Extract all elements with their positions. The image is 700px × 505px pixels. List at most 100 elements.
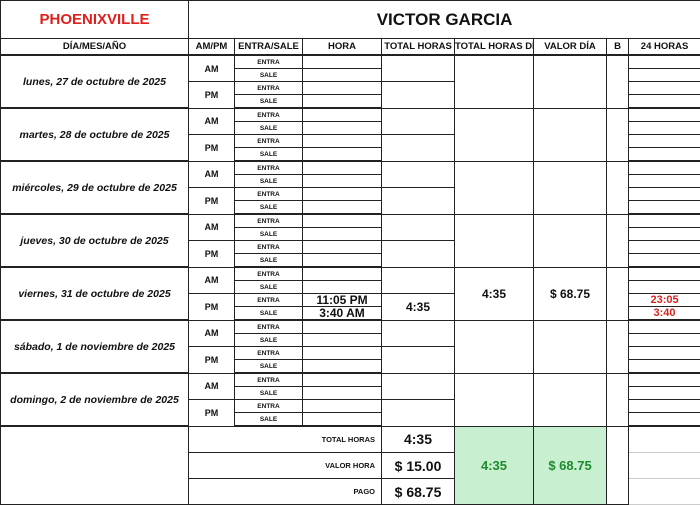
total-horas-dia-cell <box>455 161 534 214</box>
hora-cell[interactable] <box>303 95 382 109</box>
entra-sale-label: ENTRA <box>235 135 303 148</box>
hora-24-cell <box>629 161 700 175</box>
hora-24-cell <box>629 148 700 162</box>
hora-24-cell: 23:05 <box>629 294 700 307</box>
valor-dia-cell <box>534 108 607 161</box>
hora-24-cell <box>629 188 700 201</box>
total-horas-cell <box>382 320 455 347</box>
day-date: domingo, 2 de noviembre de 2025 <box>1 373 189 426</box>
hora-24-cell <box>629 55 700 69</box>
period-label: PM <box>189 294 235 321</box>
hora-cell[interactable] <box>303 334 382 347</box>
col-valor-dia: VALOR DÍA <box>534 39 607 56</box>
col-date: DÍA/MES/AÑO <box>1 39 189 56</box>
total-horas-cell <box>382 108 455 135</box>
entra-sale-label: ENTRA <box>235 267 303 281</box>
entra-sale-label: SALE <box>235 360 303 374</box>
hora-24-cell <box>629 281 700 294</box>
valor-dia-cell <box>534 373 607 426</box>
total-horas-cell: 4:35 <box>382 294 455 321</box>
hora-cell[interactable] <box>303 241 382 254</box>
hora-cell[interactable] <box>303 108 382 122</box>
col-ampm: AM/PM <box>189 39 235 56</box>
hora-cell[interactable]: 11:05 PM <box>303 294 382 307</box>
total-horas-dia-cell <box>455 108 534 161</box>
hora-cell[interactable] <box>303 135 382 148</box>
hora-24-cell <box>629 95 700 109</box>
day-date: lunes, 27 de octubre de 2025 <box>1 55 189 108</box>
entra-sale-label: ENTRA <box>235 55 303 69</box>
hora-cell[interactable] <box>303 175 382 188</box>
hora-cell[interactable]: 3:40 AM <box>303 307 382 321</box>
hora-cell[interactable] <box>303 201 382 215</box>
hora-cell[interactable] <box>303 413 382 427</box>
hora-cell[interactable] <box>303 387 382 400</box>
summary-total-dia: 4:35 <box>455 426 534 505</box>
valor-dia-cell: $ 68.75 <box>534 267 607 320</box>
entra-sale-label: SALE <box>235 69 303 82</box>
valor-hora-value[interactable]: $ 15.00 <box>382 453 455 479</box>
valor-dia-cell <box>534 161 607 214</box>
summary-valor-dia: $ 68.75 <box>534 426 607 505</box>
total-horas-cell <box>382 241 455 268</box>
column-headers: DÍA/MES/AÑO AM/PM ENTRA/SALE HORA TOTAL … <box>1 39 700 56</box>
hora-cell[interactable] <box>303 122 382 135</box>
entra-sale-label: ENTRA <box>235 161 303 175</box>
entra-sale-label: SALE <box>235 413 303 427</box>
hora-cell[interactable] <box>303 400 382 413</box>
total-horas-cell <box>382 347 455 374</box>
hora-24-cell <box>629 347 700 360</box>
period-label: AM <box>189 214 235 241</box>
total-horas-dia-cell <box>455 214 534 267</box>
day-date: jueves, 30 de octubre de 2025 <box>1 214 189 267</box>
entra-sale-label: SALE <box>235 254 303 268</box>
hora-cell[interactable] <box>303 254 382 268</box>
valor-dia-cell <box>534 55 607 108</box>
hora-cell[interactable] <box>303 82 382 95</box>
hora-24-cell <box>629 413 700 427</box>
hora-24-cell <box>629 320 700 334</box>
period-label: PM <box>189 241 235 268</box>
entra-sale-label: SALE <box>235 334 303 347</box>
col-entra-sale: ENTRA/SALE <box>235 39 303 56</box>
day-date: martes, 28 de octubre de 2025 <box>1 108 189 161</box>
hora-cell[interactable] <box>303 360 382 374</box>
hora-24-cell <box>629 122 700 135</box>
hora-24-cell <box>629 387 700 400</box>
hora-cell[interactable] <box>303 161 382 175</box>
total-horas-cell <box>382 135 455 162</box>
hora-cell[interactable] <box>303 55 382 69</box>
summary-24-blank <box>629 426 700 453</box>
location-title: PHOENIXVILLE <box>1 1 189 39</box>
entra-sale-label: SALE <box>235 95 303 109</box>
entra-sale-label: ENTRA <box>235 188 303 201</box>
hora-cell[interactable] <box>303 228 382 241</box>
hora-cell[interactable] <box>303 373 382 387</box>
b-cell <box>607 320 629 373</box>
hora-cell[interactable] <box>303 188 382 201</box>
summary-24-blank <box>629 453 700 479</box>
col-24-horas: 24 HORAS <box>629 39 700 56</box>
col-b: B <box>607 39 629 56</box>
total-horas-cell <box>382 373 455 400</box>
b-cell <box>607 373 629 426</box>
hora-cell[interactable] <box>303 267 382 281</box>
hora-24-cell <box>629 400 700 413</box>
entra-sale-label: ENTRA <box>235 214 303 228</box>
hora-24-cell <box>629 214 700 228</box>
hora-24-cell <box>629 254 700 268</box>
hora-cell[interactable] <box>303 320 382 334</box>
hora-cell[interactable] <box>303 148 382 162</box>
period-label: AM <box>189 373 235 400</box>
entra-sale-label: SALE <box>235 387 303 400</box>
hora-cell[interactable] <box>303 281 382 294</box>
hora-cell[interactable] <box>303 214 382 228</box>
hora-cell[interactable] <box>303 69 382 82</box>
col-total-horas-dia: TOTAL HORAS DÍA <box>455 39 534 56</box>
hora-cell[interactable] <box>303 347 382 360</box>
hora-24-cell <box>629 135 700 148</box>
entra-sale-label: ENTRA <box>235 400 303 413</box>
